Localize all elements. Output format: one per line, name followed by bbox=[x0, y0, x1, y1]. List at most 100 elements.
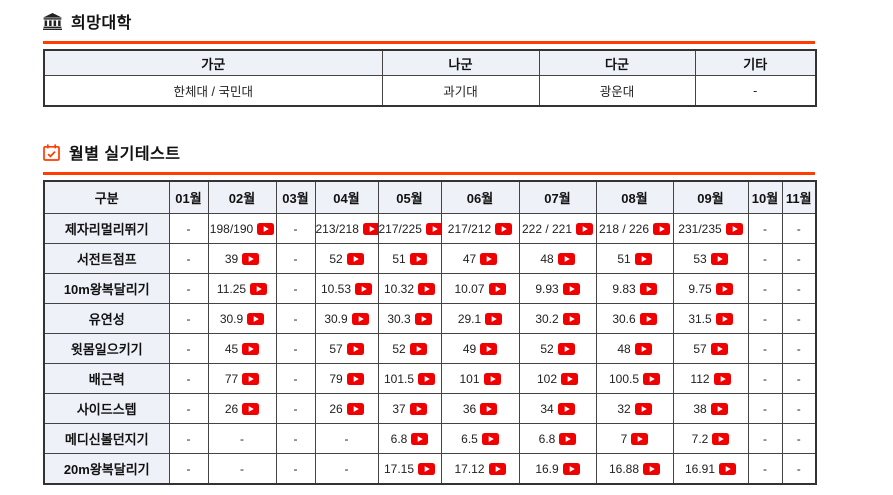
test-value: 52 bbox=[329, 251, 343, 266]
play-icon[interactable] bbox=[488, 282, 506, 295]
play-icon[interactable] bbox=[346, 252, 364, 265]
play-icon[interactable] bbox=[557, 402, 575, 415]
test-value-cell: 217/212 bbox=[440, 213, 520, 244]
play-icon[interactable] bbox=[346, 402, 364, 415]
play-icon[interactable] bbox=[351, 312, 369, 325]
test-value-cell: - bbox=[781, 213, 817, 244]
play-icon[interactable] bbox=[643, 372, 661, 385]
test-value: 34 bbox=[540, 401, 554, 416]
play-icon[interactable] bbox=[346, 342, 364, 355]
test-value-cell: 6.5 bbox=[440, 423, 520, 454]
play-icon[interactable] bbox=[418, 372, 436, 385]
play-icon[interactable] bbox=[418, 462, 436, 475]
test-value-cell: 32 bbox=[595, 393, 674, 424]
test-value-cell: - bbox=[781, 243, 817, 274]
play-icon[interactable] bbox=[634, 252, 652, 265]
test-value-cell: - bbox=[275, 273, 316, 304]
test-value: 37 bbox=[392, 401, 406, 416]
play-icon[interactable] bbox=[355, 282, 373, 295]
play-icon[interactable] bbox=[634, 342, 652, 355]
play-icon[interactable] bbox=[242, 252, 260, 265]
play-icon[interactable] bbox=[561, 372, 579, 385]
play-icon[interactable] bbox=[557, 252, 575, 265]
play-icon[interactable] bbox=[247, 312, 265, 325]
play-icon[interactable] bbox=[634, 402, 652, 415]
play-icon[interactable] bbox=[576, 222, 594, 235]
test-value-cell: 217/225 bbox=[377, 213, 442, 244]
table-row: 윗몸일으키기 -45-57 52 49 52 48 57- - bbox=[43, 333, 817, 364]
play-icon[interactable] bbox=[242, 372, 260, 385]
play-icon[interactable] bbox=[409, 252, 427, 265]
play-icon[interactable] bbox=[480, 342, 498, 355]
test-value-cell: - bbox=[747, 453, 783, 485]
test-value-cell: - bbox=[781, 423, 817, 454]
play-icon[interactable] bbox=[250, 282, 268, 295]
play-icon[interactable] bbox=[409, 402, 427, 415]
university-name-cell: 과기대 bbox=[381, 75, 540, 107]
calendar-check-icon bbox=[43, 143, 60, 161]
play-icon[interactable] bbox=[242, 402, 260, 415]
play-icon[interactable] bbox=[557, 342, 575, 355]
university-name-cell: 광운대 bbox=[538, 75, 696, 107]
test-value-cell: 198/190 bbox=[207, 213, 277, 244]
play-icon[interactable] bbox=[559, 432, 577, 445]
play-icon[interactable] bbox=[715, 282, 733, 295]
play-icon[interactable] bbox=[725, 222, 743, 235]
play-icon[interactable] bbox=[710, 252, 728, 265]
play-icon[interactable] bbox=[485, 312, 503, 325]
monthly-section-title-text: 월별 실기테스트 bbox=[69, 146, 181, 163]
play-icon[interactable] bbox=[562, 312, 580, 325]
play-icon[interactable] bbox=[414, 312, 432, 325]
play-icon[interactable] bbox=[480, 252, 498, 265]
play-icon[interactable] bbox=[710, 402, 728, 415]
play-icon[interactable] bbox=[346, 372, 364, 385]
play-icon[interactable] bbox=[483, 372, 501, 385]
test-value-cell: - bbox=[747, 213, 783, 244]
play-icon[interactable] bbox=[562, 282, 580, 295]
play-icon[interactable] bbox=[639, 312, 657, 325]
test-value-cell: - bbox=[747, 363, 783, 394]
test-value: 45 bbox=[224, 341, 239, 356]
test-value: 17.12 bbox=[454, 461, 485, 476]
play-icon[interactable] bbox=[242, 342, 260, 355]
play-icon[interactable] bbox=[480, 402, 498, 415]
test-value-cell: - bbox=[168, 453, 209, 485]
play-icon[interactable] bbox=[713, 372, 731, 385]
table-row: 10m왕복달리기 -11.25-10.53 10.32 10.07 9.93 9.83 9.… bbox=[43, 273, 817, 304]
play-icon[interactable] bbox=[631, 432, 649, 445]
test-value-cell: - bbox=[747, 303, 783, 334]
test-value-cell: 6.8 bbox=[377, 423, 442, 454]
play-icon[interactable] bbox=[409, 342, 427, 355]
play-icon[interactable] bbox=[257, 222, 275, 235]
play-icon[interactable] bbox=[362, 222, 377, 235]
play-icon[interactable] bbox=[719, 462, 737, 475]
test-value-cell: 51 bbox=[377, 243, 442, 274]
play-icon[interactable] bbox=[639, 282, 657, 295]
play-icon[interactable] bbox=[643, 462, 661, 475]
test-value-cell: - bbox=[275, 243, 316, 274]
university-group-header: 나군 bbox=[381, 49, 540, 76]
test-value: 10.53 bbox=[320, 281, 352, 296]
test-value-cell: 52 bbox=[314, 243, 379, 274]
test-value-cell: - bbox=[314, 453, 379, 485]
play-icon[interactable] bbox=[425, 222, 440, 235]
test-value-cell: 9.93 bbox=[518, 273, 597, 304]
month-header: 07월 bbox=[518, 180, 597, 214]
test-value: 32 bbox=[617, 401, 631, 416]
test-value-cell: - bbox=[781, 333, 817, 364]
test-value-cell: - bbox=[747, 243, 783, 274]
table-row: 가군 나군 다군 기타 bbox=[43, 49, 817, 76]
play-icon[interactable] bbox=[488, 462, 506, 475]
play-icon[interactable] bbox=[562, 462, 580, 475]
test-value-cell: - bbox=[781, 393, 817, 424]
table-row: 배근력 -77-79 101.5 101 102 100.5 112- - bbox=[43, 363, 817, 394]
play-icon[interactable] bbox=[418, 282, 436, 295]
play-icon[interactable] bbox=[712, 432, 730, 445]
play-icon[interactable] bbox=[710, 342, 728, 355]
test-value-cell: 77 bbox=[207, 363, 277, 394]
play-icon[interactable] bbox=[411, 432, 429, 445]
play-icon[interactable] bbox=[715, 312, 733, 325]
play-icon[interactable] bbox=[495, 222, 513, 235]
play-icon[interactable] bbox=[481, 432, 499, 445]
play-icon[interactable] bbox=[653, 222, 671, 235]
